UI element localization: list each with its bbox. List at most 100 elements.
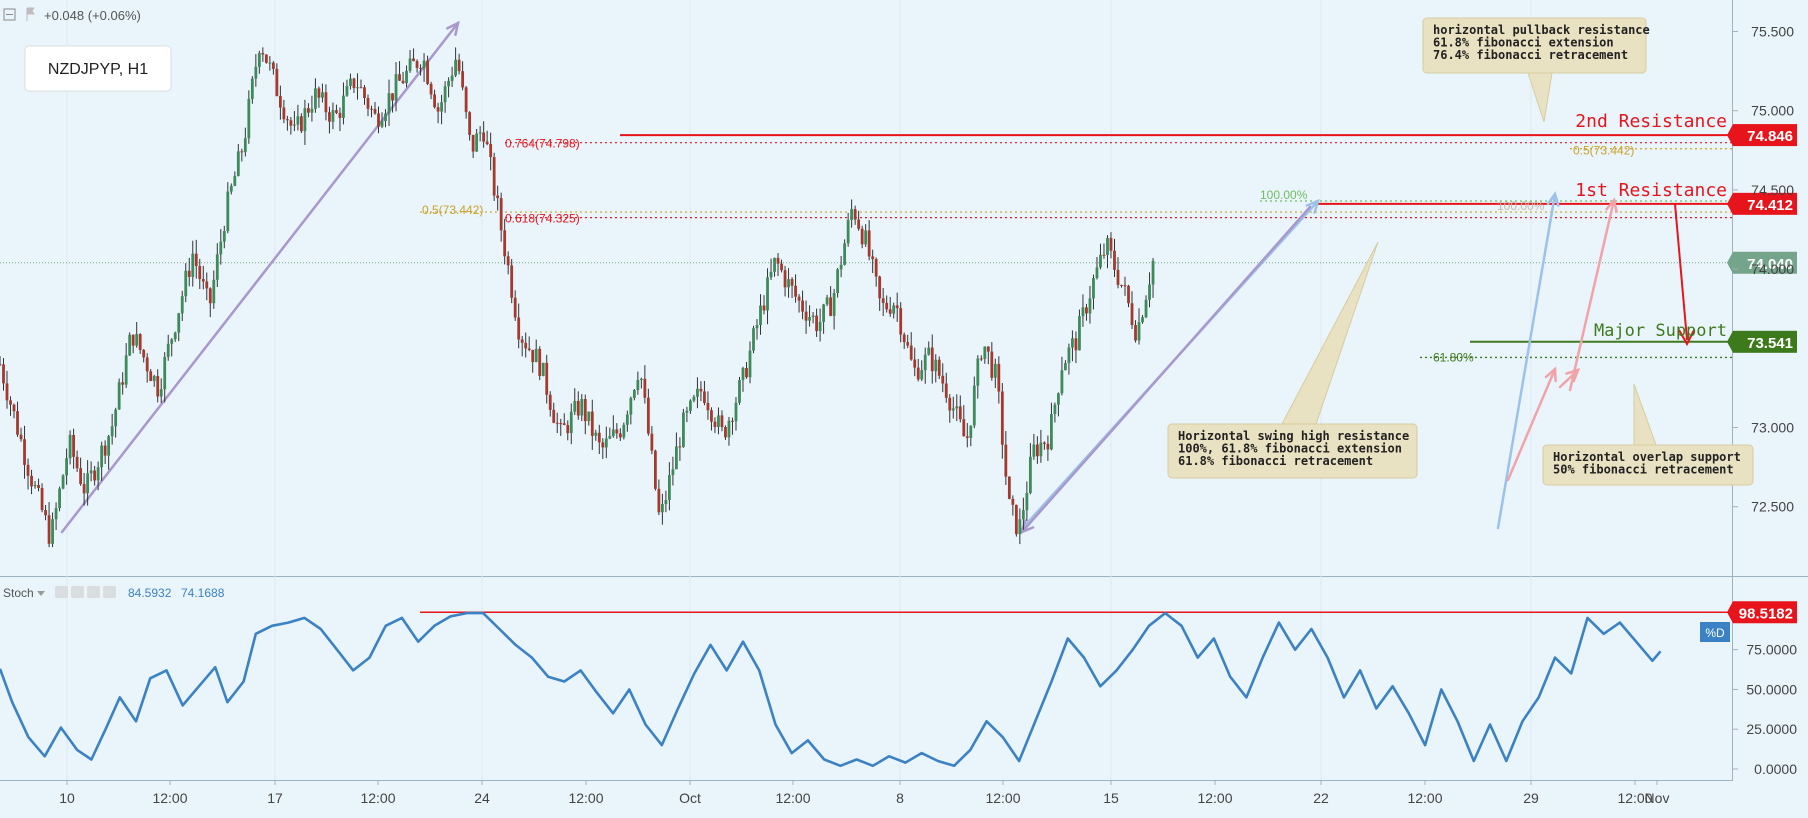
candle-body <box>61 475 65 489</box>
candle-body <box>384 113 387 122</box>
wave-arrow-pink-2 <box>1568 198 1616 392</box>
candle-body <box>594 432 598 436</box>
candle-body <box>303 108 307 132</box>
candle-body <box>801 300 804 312</box>
eye-icon[interactable] <box>55 586 68 598</box>
candle-body <box>895 305 899 309</box>
candle-body <box>755 324 759 329</box>
candle-body <box>128 334 132 356</box>
candle-body <box>1092 277 1095 299</box>
candle-body <box>748 350 752 378</box>
candle-body <box>692 396 696 401</box>
candle-body <box>902 334 906 343</box>
candle-body <box>983 346 987 359</box>
candle-body <box>496 195 500 199</box>
candle-body <box>797 296 801 301</box>
candle-body <box>75 456 79 469</box>
fib-label-0618: 0.618(74.325) <box>505 212 580 226</box>
symbol-box[interactable] <box>24 45 172 92</box>
callout-box <box>1167 423 1418 479</box>
candle-body <box>391 93 394 101</box>
projection-arrow-head <box>1678 329 1695 347</box>
candle-body <box>152 376 156 382</box>
candle-body <box>324 92 328 113</box>
level-labels: 0.764(74.798) 0.618(74.325) 0.5(73.442) 0.5… <box>422 111 1797 624</box>
candle-body <box>387 93 391 114</box>
time-axis-label: 24 <box>474 790 490 806</box>
collapse-icon[interactable] <box>3 8 16 21</box>
candle-body <box>19 434 23 440</box>
candle-body <box>194 253 198 266</box>
candle-body <box>829 297 833 316</box>
candle-body <box>720 415 724 428</box>
wave-arrow-pink-2-head <box>1605 197 1618 213</box>
candle-body <box>986 346 990 352</box>
candle-body <box>180 296 184 314</box>
candle-body <box>394 74 398 101</box>
time-axis-label: 12:00 <box>1617 790 1652 806</box>
candle-body <box>65 458 68 476</box>
stoch-level-badge: 98.5182 <box>1739 605 1793 622</box>
candle-body <box>853 209 857 220</box>
candle-body <box>233 175 237 186</box>
candle-body <box>573 400 577 412</box>
candle-body <box>289 120 293 126</box>
stoch-level-badge-bg <box>1733 601 1797 624</box>
candle-body <box>250 78 254 99</box>
candle-body <box>398 74 401 81</box>
candle-body <box>906 342 910 346</box>
add-icon[interactable] <box>87 586 100 598</box>
settings-icon[interactable] <box>71 586 84 598</box>
candle-body <box>142 349 146 358</box>
candle-body <box>503 230 507 257</box>
candle-body <box>818 321 822 332</box>
candle-body <box>839 264 843 270</box>
candle-body <box>766 277 769 311</box>
candle-body <box>604 438 608 448</box>
candle-body <box>1025 492 1029 511</box>
candle-body <box>478 132 482 134</box>
candle-body <box>1095 267 1099 278</box>
candle-body <box>482 132 486 142</box>
candle-body <box>710 410 713 422</box>
candle-body <box>1130 303 1134 325</box>
candle-body <box>47 515 51 544</box>
candle-body <box>1120 284 1123 286</box>
flag-icon[interactable] <box>26 7 35 21</box>
candlestick-series <box>0 47 1155 548</box>
price-axis-label: 74.000 <box>1751 261 1794 277</box>
candle-body <box>131 334 135 346</box>
stoch-dropdown-icon[interactable] <box>37 591 45 596</box>
candle-body <box>576 400 580 416</box>
candle-body <box>860 228 864 245</box>
fib-label-618-right: 0.5(73.442) <box>1573 144 1634 158</box>
candle-body <box>1081 307 1085 317</box>
candle-body <box>226 191 230 232</box>
candle-body <box>1004 444 1008 477</box>
candle-body <box>513 297 517 318</box>
candle-body <box>271 62 275 69</box>
stoch-axis-label: 25.0000 <box>1746 721 1797 737</box>
candle-body <box>212 279 216 304</box>
candle-body <box>307 108 310 113</box>
price-axis-label: 75.000 <box>1751 103 1794 119</box>
candle-body <box>296 116 300 125</box>
abc-arrow-back-head <box>1020 519 1035 535</box>
candle-body <box>177 313 181 333</box>
candle-body <box>408 58 412 71</box>
impulse-arrow-up-head <box>445 20 460 36</box>
candle-body <box>135 334 139 346</box>
candle-body <box>443 86 447 103</box>
horizontal-levels <box>0 134 1733 614</box>
callout-line: horizontal pullback resistance <box>1433 23 1650 37</box>
candle-body <box>1032 444 1036 457</box>
time-axis-label: 12:00 <box>568 790 603 806</box>
candle-body <box>426 60 429 84</box>
candle-body <box>103 445 107 456</box>
second-resistance-badge-pointer <box>1727 124 1733 147</box>
close-icon[interactable] <box>103 586 116 598</box>
candle-body <box>149 371 153 382</box>
candle-body <box>741 367 745 381</box>
